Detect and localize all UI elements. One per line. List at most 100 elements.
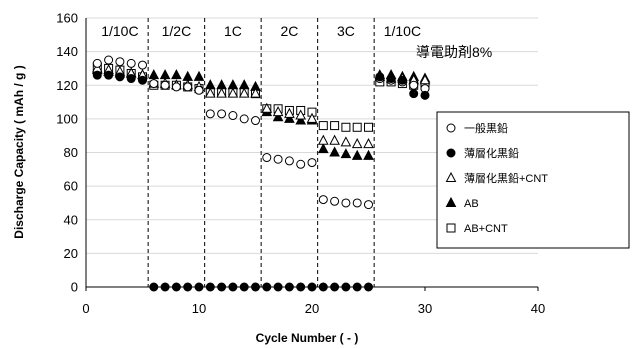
legend-entry: AB — [464, 198, 479, 210]
data-point — [92, 58, 102, 68]
data-point — [284, 156, 294, 166]
data-point — [262, 153, 272, 163]
phase-boundaries — [147, 18, 375, 287]
data-point — [284, 282, 294, 292]
data-point — [317, 134, 329, 145]
x-tick-label: 20 — [305, 301, 319, 316]
data-point — [227, 79, 239, 90]
legend-box — [436, 111, 630, 249]
data-point — [204, 79, 216, 90]
legend-entry: 薄層化黒鉛+CNT — [464, 171, 548, 185]
y-tick-label: 20 — [64, 246, 78, 261]
data-point — [228, 282, 238, 292]
data-point — [251, 116, 260, 126]
data-point — [149, 282, 159, 292]
data-point — [217, 109, 227, 119]
data-point — [238, 79, 250, 90]
data-point — [318, 282, 328, 292]
legend-marker — [446, 223, 456, 233]
x-tick-label: 40 — [531, 301, 545, 316]
data-point — [262, 282, 272, 292]
legend-marker — [445, 171, 457, 182]
data-point — [307, 158, 317, 168]
data-point — [171, 82, 181, 92]
data-point — [409, 80, 419, 90]
x-tick-labels: 0 10 20 30 40 — [82, 301, 545, 316]
data-point — [194, 85, 204, 95]
data-point — [351, 138, 363, 149]
data-point — [216, 87, 227, 98]
data-point — [204, 87, 216, 98]
data-point — [205, 109, 215, 119]
data-point — [273, 282, 283, 292]
data-point — [296, 282, 306, 292]
data-point — [160, 80, 170, 90]
legend-marker — [446, 123, 456, 133]
data-point — [183, 82, 193, 92]
phase-label: 3C — [337, 23, 355, 39]
data-point — [149, 79, 159, 89]
data-point — [138, 60, 147, 70]
data-point — [160, 282, 170, 292]
data-point — [171, 282, 181, 292]
data-point — [364, 200, 373, 210]
x-tick-label: 0 — [82, 301, 89, 316]
data-point — [363, 138, 374, 149]
x-axis-label: Cycle Number ( - ) — [256, 331, 359, 345]
data-point — [352, 282, 362, 292]
data-point — [419, 74, 431, 85]
y-tick-label: 100 — [56, 111, 78, 126]
data-point — [92, 70, 102, 80]
data-point — [295, 114, 307, 125]
data-point — [250, 87, 261, 98]
data-point — [284, 107, 295, 118]
phase-label: 1C — [224, 23, 242, 39]
data-point — [307, 282, 317, 292]
data-point — [272, 106, 284, 117]
data-point — [272, 111, 284, 122]
data-point — [329, 146, 340, 157]
y-tick-label: 120 — [56, 78, 78, 93]
data-point — [273, 154, 283, 164]
data-point — [420, 90, 430, 100]
data-point — [239, 282, 249, 292]
data-point — [194, 282, 204, 292]
y-axis-label: Discharge Capacity ( mAh / g ) — [12, 65, 26, 238]
data-point — [352, 122, 362, 132]
data-point — [330, 282, 340, 292]
data-point — [159, 69, 171, 80]
y-tick-label: 0 — [71, 280, 78, 295]
data-point — [351, 149, 363, 160]
legend-entry: 薄層化黒鉛 — [464, 146, 519, 160]
data-point — [340, 136, 352, 147]
data-point — [216, 79, 227, 90]
data-point — [115, 57, 125, 67]
y-tick-labels: 0 20 40 60 80 100 120 140 160 — [56, 11, 78, 295]
data-point — [171, 69, 182, 80]
data-point — [239, 114, 249, 124]
data-point — [375, 72, 385, 82]
data-point — [217, 282, 227, 292]
phase-label: 1/2C — [162, 23, 192, 39]
legend-entry: AB+CNT — [464, 223, 508, 235]
data-point — [318, 195, 328, 205]
data-point — [138, 75, 147, 85]
data-point — [409, 89, 419, 99]
data-point — [330, 196, 340, 206]
data-point — [318, 121, 328, 131]
data-point — [386, 74, 396, 84]
data-point — [363, 149, 374, 160]
data-point — [317, 143, 329, 154]
data-point — [340, 148, 352, 159]
legend-marker — [445, 196, 457, 207]
data-point — [295, 109, 307, 120]
data-point — [296, 159, 306, 169]
data-point — [104, 70, 114, 80]
data-point — [182, 70, 194, 81]
data-point — [227, 87, 239, 98]
data-point — [148, 69, 160, 80]
data-point — [341, 198, 351, 208]
data-point — [341, 282, 351, 292]
data-point — [251, 282, 260, 292]
